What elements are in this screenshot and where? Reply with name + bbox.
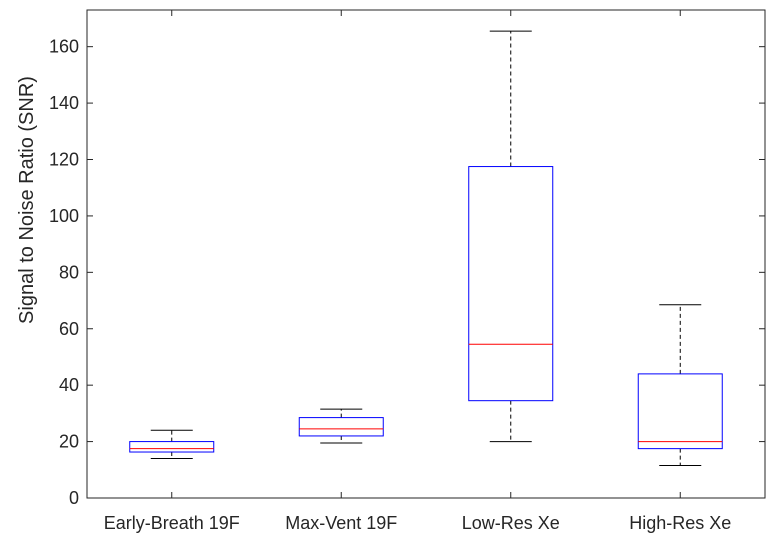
y-axis-label: Signal to Noise Ratio (SNR) xyxy=(16,76,38,324)
y-tick-label: 160 xyxy=(49,37,79,57)
y-axis-ticks: 0 20 40 60 80 100 120 140 160 xyxy=(49,37,765,508)
box-group xyxy=(637,304,723,467)
x-axis-ticks: Early-Breath 19F Max-Vent 19F Low-Res Xe Hi… xyxy=(104,10,731,533)
y-tick-label: 40 xyxy=(59,375,79,395)
box-iqr xyxy=(129,441,215,453)
y-tick-label: 120 xyxy=(49,150,79,170)
y-tick-label: 80 xyxy=(59,262,79,282)
x-tick-label: High-Res Xe xyxy=(629,513,731,533)
box-iqr xyxy=(637,373,723,450)
y-tick-label: 20 xyxy=(59,432,79,452)
box-iqr xyxy=(468,166,554,402)
box-series xyxy=(129,30,723,467)
y-tick-label: 0 xyxy=(69,488,79,508)
x-tick-label: Low-Res Xe xyxy=(462,513,560,533)
y-tick-label: 140 xyxy=(49,93,79,113)
y-tick-label: 60 xyxy=(59,319,79,339)
x-tick-label: Early-Breath 19F xyxy=(104,513,240,533)
plot-frame xyxy=(86,9,766,499)
box-iqr xyxy=(298,417,384,437)
x-tick-label: Max-Vent 19F xyxy=(285,513,397,533)
box-group xyxy=(298,408,384,444)
box-group xyxy=(129,429,215,460)
box-group xyxy=(468,30,554,443)
y-tick-label: 100 xyxy=(49,206,79,226)
plot-area-border xyxy=(86,9,766,499)
